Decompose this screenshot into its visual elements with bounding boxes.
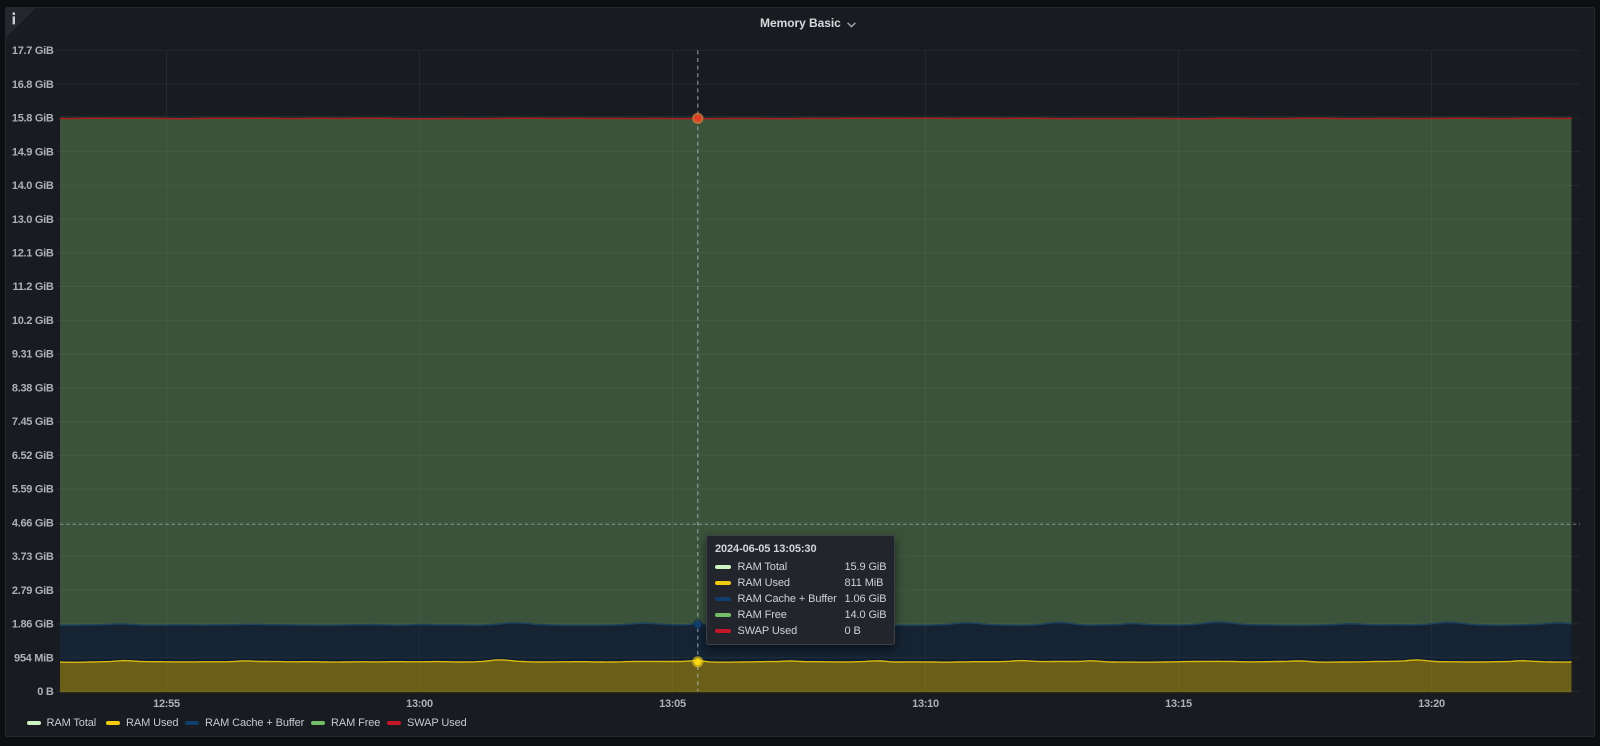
svg-text:954 MiB: 954 MiB <box>14 652 54 664</box>
svg-text:15.8 GiB: 15.8 GiB <box>12 113 54 125</box>
svg-text:12.1 GiB: 12.1 GiB <box>12 248 54 260</box>
svg-text:13:05: 13:05 <box>659 698 686 710</box>
svg-text:1.86 GiB: 1.86 GiB <box>12 619 54 631</box>
svg-text:12:55: 12:55 <box>153 698 180 710</box>
svg-text:16.8 GiB: 16.8 GiB <box>12 79 54 91</box>
svg-text:9.31 GiB: 9.31 GiB <box>12 349 54 361</box>
svg-text:4.66 GiB: 4.66 GiB <box>12 517 54 529</box>
svg-text:7.45 GiB: 7.45 GiB <box>12 416 54 428</box>
svg-text:13.0 GiB: 13.0 GiB <box>12 214 54 226</box>
svg-text:6.52 GiB: 6.52 GiB <box>12 450 54 462</box>
svg-text:8.38 GiB: 8.38 GiB <box>12 382 54 394</box>
svg-text:10.2 GiB: 10.2 GiB <box>12 315 54 327</box>
svg-text:13:20: 13:20 <box>1418 698 1445 710</box>
svg-text:13:00: 13:00 <box>406 698 433 710</box>
svg-text:14.9 GiB: 14.9 GiB <box>12 146 54 158</box>
svg-text:5.59 GiB: 5.59 GiB <box>12 484 54 496</box>
svg-text:13:15: 13:15 <box>1165 698 1192 710</box>
svg-text:11.2 GiB: 11.2 GiB <box>12 281 53 293</box>
svg-text:14.0 GiB: 14.0 GiB <box>12 180 54 192</box>
svg-text:17.7 GiB: 17.7 GiB <box>12 45 54 57</box>
svg-text:2.79 GiB: 2.79 GiB <box>12 585 54 597</box>
svg-text:0 B: 0 B <box>37 686 54 698</box>
svg-text:3.73 GiB: 3.73 GiB <box>12 551 54 563</box>
svg-text:13:10: 13:10 <box>912 698 939 710</box>
